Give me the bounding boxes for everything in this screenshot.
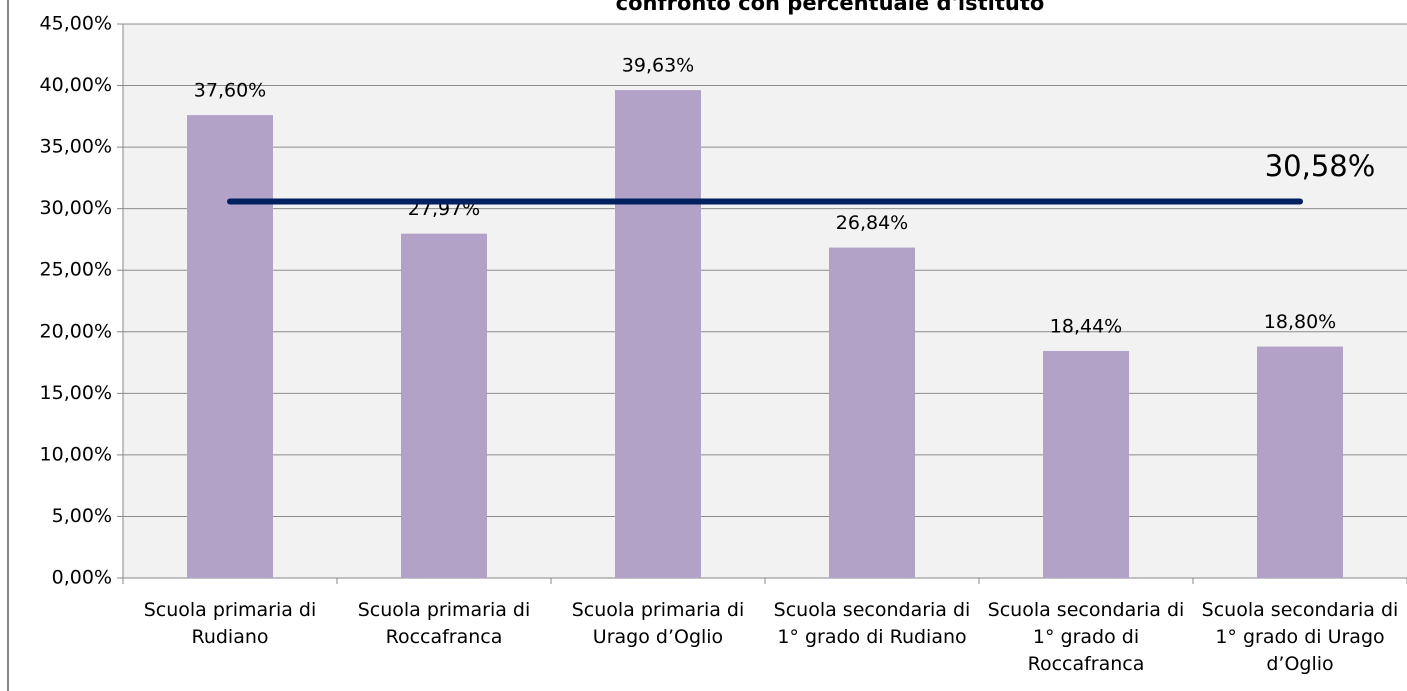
y-tick-label: 15,00% (40, 382, 112, 404)
bar (401, 233, 487, 579)
bar (829, 247, 915, 579)
bar (615, 90, 701, 579)
y-tick-label: 40,00% (40, 74, 112, 96)
x-tick-label: Scuola secondaria di 1° grado di Rudiano (773, 599, 971, 648)
reference-label: 30,58% (1265, 149, 1376, 183)
x-tick-label: Scuola primaria di Urago d’Oglio (571, 599, 745, 648)
data-label: 26,84% (836, 212, 908, 234)
x-tick-label: Scuola primaria di Roccafranca (357, 599, 531, 648)
data-label: 18,44% (1050, 315, 1122, 337)
x-tick-label: Scuola primaria di Rudiano (143, 599, 317, 648)
bar (1043, 350, 1129, 578)
chart-title: confronto con percentuale d'istituto (616, 0, 1045, 15)
bar (1257, 346, 1343, 578)
y-tick-label: 5,00% (52, 505, 112, 527)
y-tick-label: 25,00% (40, 259, 112, 281)
y-tick-label: 35,00% (40, 136, 112, 158)
data-label: 39,63% (622, 55, 694, 77)
data-label: 37,60% (194, 80, 266, 102)
y-tick-label: 20,00% (40, 320, 112, 342)
y-tick-label: 0,00% (52, 567, 112, 589)
bar (187, 115, 273, 578)
x-tick-label: Scuola secondaria di 1° grado di Urago d… (1201, 599, 1399, 675)
plot-area (123, 24, 1407, 578)
x-tick-label: Scuola secondaria di 1° grado di Roccafr… (987, 599, 1185, 675)
data-label: 18,80% (1264, 311, 1336, 333)
y-tick-label: 30,00% (40, 197, 112, 219)
y-tick-label: 10,00% (40, 443, 112, 465)
y-tick-label: 45,00% (40, 13, 112, 35)
